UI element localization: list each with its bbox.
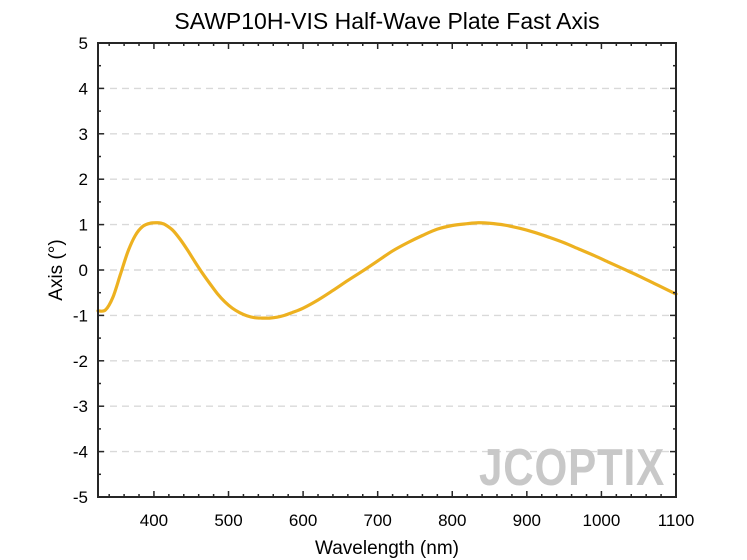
x-tick-label: 1000: [583, 511, 621, 530]
watermark-logo: JCOPTIX: [479, 439, 665, 497]
y-tick-label: -5: [73, 488, 88, 507]
y-axis-label: Axis (°): [46, 239, 67, 300]
y-tick-label: 2: [79, 170, 88, 189]
y-tick-label: 0: [79, 261, 88, 280]
x-axis-label: Wavelength (nm): [315, 538, 459, 559]
jcoptix-watermark: JCOPTIX: [479, 439, 665, 497]
x-tick-label: 900: [513, 511, 541, 530]
x-tick-label: 800: [438, 511, 466, 530]
series-layer: [96, 221, 678, 320]
y-tick-labels: -5 -4 -3 -2 -1 0 1 2 3 4 5: [73, 34, 88, 507]
axis-ticks: [98, 42, 677, 498]
y-tick-label: 5: [79, 34, 88, 53]
x-tick-label: 500: [214, 511, 242, 530]
x-tick-label: 400: [140, 511, 168, 530]
gridlines: [98, 87, 676, 453]
y-tick-label: -3: [73, 397, 88, 416]
y-tick-label: 4: [79, 79, 88, 98]
y-tick-label: -4: [73, 443, 88, 462]
x-tick-label: 600: [289, 511, 317, 530]
x-tick-label: 700: [363, 511, 391, 530]
y-tick-label: 1: [79, 216, 88, 235]
series-line-0: [96, 221, 678, 320]
x-tick-label: 1100: [658, 511, 695, 530]
y-tick-label: -2: [73, 352, 88, 371]
chart-title: SAWP10H-VIS Half-Wave Plate Fast Axis: [174, 8, 599, 34]
y-tick-label: 3: [79, 125, 88, 144]
x-tick-labels: 400 500 600 700 800 900 1000 1100: [140, 511, 695, 530]
y-tick-label: -1: [73, 306, 88, 325]
